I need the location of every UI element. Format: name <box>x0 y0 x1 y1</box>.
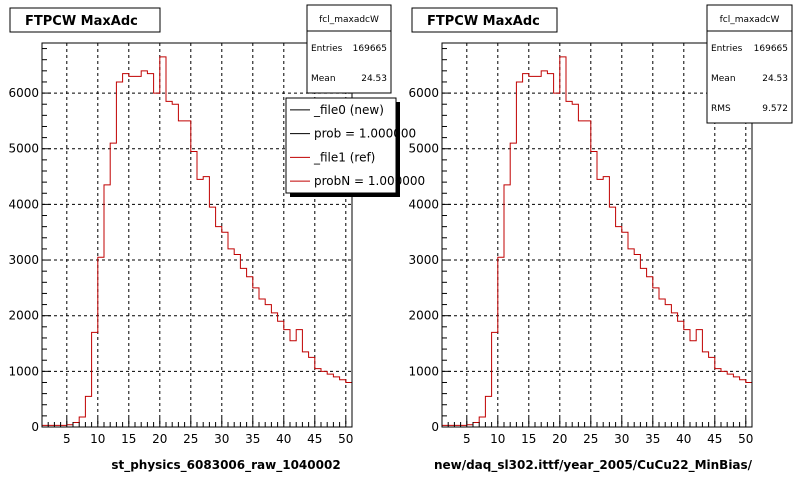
x-tick-label: 25 <box>183 432 198 446</box>
stats-box <box>706 4 793 124</box>
legend-box <box>285 97 397 194</box>
x-tick-label: 50 <box>338 432 353 446</box>
stats-label: Entries <box>711 44 743 54</box>
stats-value: 9.572 <box>762 104 788 114</box>
x-tick-label: 25 <box>583 432 598 446</box>
x-axis-label: st_physics_6083006_raw_1040002 <box>111 458 340 473</box>
x-tick-label: 40 <box>276 432 291 446</box>
x-tick-label: 15 <box>521 432 536 446</box>
x-tick-label: 10 <box>490 432 505 446</box>
x-tick-label: 10 <box>90 432 105 446</box>
y-tick-label: 3000 <box>408 253 439 267</box>
legend-label: _file1 (ref) <box>313 150 375 164</box>
stats-name: fcl_maxadcW <box>319 15 379 25</box>
chart-title: FTPCW MaxAdc <box>25 14 138 29</box>
y-tick-label: 1000 <box>8 364 39 378</box>
y-tick-label: 4000 <box>408 197 439 211</box>
legend-label: _file0 (new) <box>313 103 384 117</box>
plot-frame <box>441 42 753 428</box>
x-tick-label: 20 <box>552 432 567 446</box>
legend-label: probN = 1.000000 <box>314 174 425 188</box>
stats-label: RMS <box>711 104 731 114</box>
x-tick-label: 30 <box>214 432 229 446</box>
stats-label: Entries <box>311 44 343 54</box>
y-tick-label: 4000 <box>8 197 39 211</box>
x-tick-label: 5 <box>463 432 471 446</box>
stats-value: 24.53 <box>361 74 387 84</box>
x-tick-label: 30 <box>614 432 629 446</box>
y-tick-label: 1000 <box>408 364 439 378</box>
series-line <box>42 56 352 426</box>
y-tick-label: 0 <box>31 420 39 434</box>
x-tick-label: 5 <box>63 432 71 446</box>
histogram-panel: 5 10 15 20 25 30 35 40 45 50 0 1000 2000 3000 4000 5000… <box>408 4 793 473</box>
stats-label: Mean <box>711 74 736 84</box>
x-tick-label: 20 <box>152 432 167 446</box>
y-tick-label: 2000 <box>8 309 39 323</box>
stats-label: Mean <box>311 74 336 84</box>
x-tick-label: 45 <box>307 432 322 446</box>
stats-value: 169665 <box>754 44 788 54</box>
y-tick-label: 6000 <box>408 86 439 100</box>
x-tick-label: 45 <box>707 432 722 446</box>
stats-value: 169665 <box>353 44 387 54</box>
x-tick-label: 15 <box>121 432 136 446</box>
series-line <box>442 56 752 426</box>
title-box <box>9 7 161 33</box>
x-tick-label: 40 <box>676 432 691 446</box>
y-tick-label: 2000 <box>408 309 439 323</box>
x-tick-label: 35 <box>245 432 260 446</box>
y-tick-label: 6000 <box>8 86 39 100</box>
title-box <box>411 7 558 33</box>
chart-title: FTPCW MaxAdc <box>427 14 540 29</box>
y-tick-label: 3000 <box>8 253 39 267</box>
stats-value: 24.53 <box>762 74 788 84</box>
x-tick-label: 50 <box>738 432 753 446</box>
y-tick-label: 5000 <box>8 142 39 156</box>
x-tick-label: 35 <box>645 432 660 446</box>
x-axis-label: new/daq_sl302.ittf/year_2005/CuCu22_MinB… <box>434 458 753 473</box>
histogram-panel: 5 10 15 20 25 30 35 40 45 50 0 1000 2000 3000 4000 5000… <box>8 4 425 473</box>
y-tick-label: 5000 <box>408 142 439 156</box>
legend-label: prob = 1.000000 <box>314 127 416 141</box>
stats-name: fcl_maxadcW <box>720 15 780 25</box>
y-tick-label: 0 <box>431 420 439 434</box>
stats-box <box>306 4 392 94</box>
